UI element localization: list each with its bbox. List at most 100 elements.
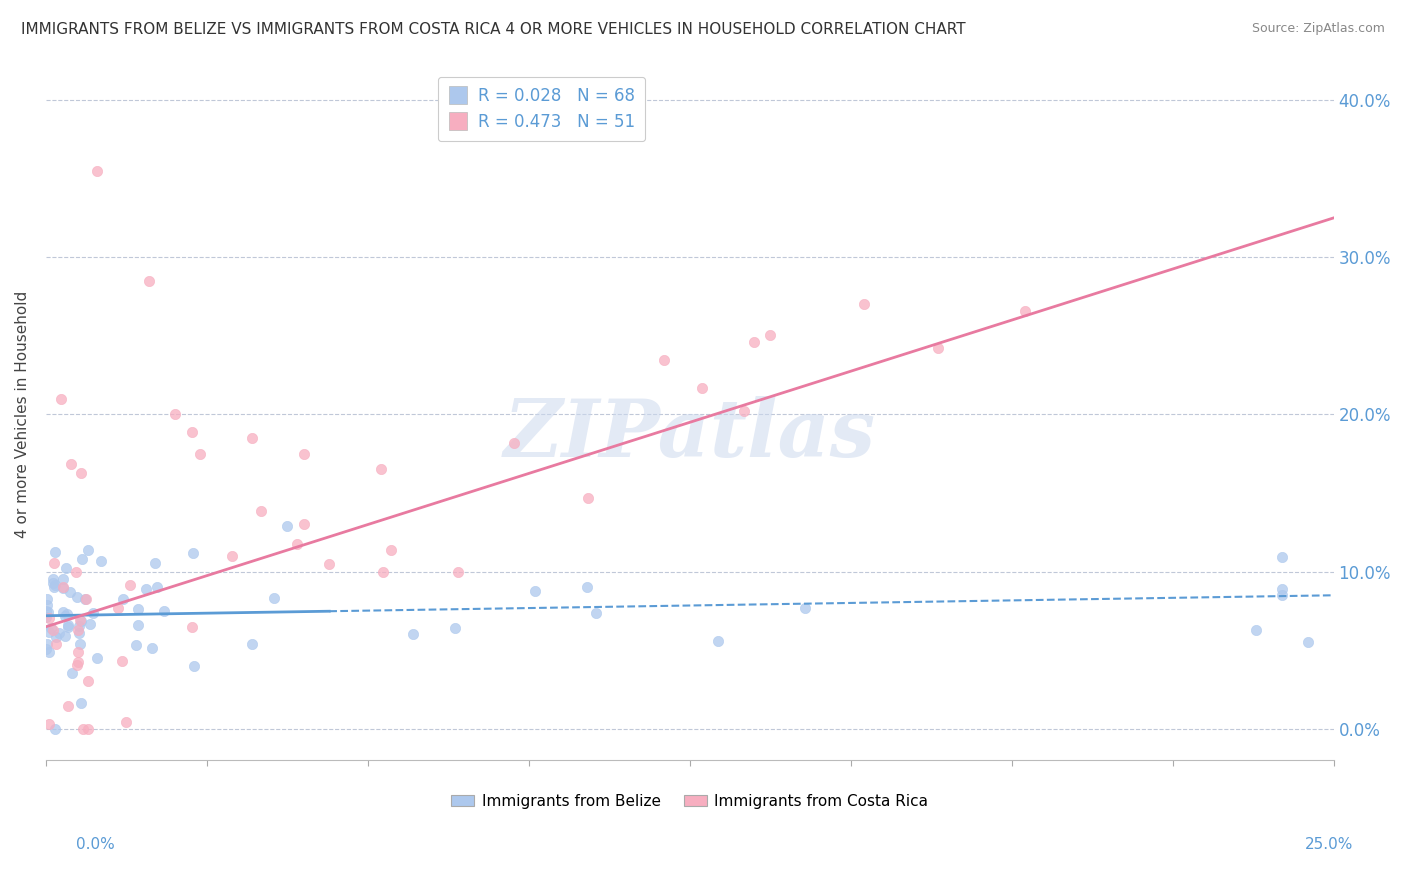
Point — [263, 591, 285, 606]
Point — [35, 642, 58, 657]
Point — [183, 546, 205, 560]
Point — [56, 618, 79, 632]
Point — [67, 626, 90, 640]
Point — [744, 334, 766, 349]
Point — [370, 462, 392, 476]
Point — [794, 600, 817, 615]
Point — [86, 651, 108, 665]
Point — [70, 696, 93, 710]
Point — [1271, 588, 1294, 602]
Point — [41, 575, 63, 590]
Point — [66, 591, 89, 605]
Point — [190, 447, 212, 461]
Point — [447, 565, 470, 579]
Point — [51, 392, 73, 406]
Point — [576, 580, 599, 594]
Point — [45, 637, 67, 651]
Point — [183, 658, 205, 673]
Point — [380, 543, 402, 558]
Point — [44, 580, 66, 594]
Point — [1296, 635, 1319, 649]
Point — [42, 623, 65, 637]
Point — [69, 614, 91, 628]
Point — [70, 552, 93, 566]
Point — [138, 274, 160, 288]
Point — [759, 328, 782, 343]
Point — [523, 584, 546, 599]
Point — [733, 404, 755, 418]
Point — [77, 673, 100, 688]
Point — [163, 408, 186, 422]
Point — [86, 163, 108, 178]
Point — [125, 638, 148, 652]
Point — [53, 609, 76, 624]
Point — [181, 620, 204, 634]
Point — [75, 591, 97, 606]
Point — [146, 580, 169, 594]
Point — [585, 606, 607, 620]
Point — [111, 592, 134, 607]
Point — [401, 627, 423, 641]
Point — [1014, 304, 1036, 318]
Point — [111, 654, 134, 668]
Point — [127, 618, 149, 632]
Point — [127, 602, 149, 616]
Point — [371, 565, 394, 579]
Point — [38, 625, 60, 640]
Point — [276, 519, 298, 533]
Point — [55, 561, 77, 575]
Point — [60, 665, 83, 680]
Point — [52, 581, 75, 595]
Point — [250, 504, 273, 518]
Point — [60, 458, 83, 472]
Point — [292, 447, 315, 461]
Point — [37, 599, 59, 613]
Point — [318, 557, 340, 571]
Point — [72, 722, 94, 736]
Point — [76, 543, 98, 558]
Point — [39, 621, 62, 635]
Point — [42, 556, 65, 570]
Point — [1271, 549, 1294, 564]
Legend: Immigrants from Belize, Immigrants from Costa Rica: Immigrants from Belize, Immigrants from … — [446, 788, 935, 815]
Point — [141, 640, 163, 655]
Point — [56, 619, 79, 633]
Text: Source: ZipAtlas.com: Source: ZipAtlas.com — [1251, 22, 1385, 36]
Point — [927, 341, 949, 355]
Point — [44, 722, 66, 736]
Point — [53, 629, 76, 643]
Point — [70, 466, 93, 480]
Point — [66, 645, 89, 659]
Point — [852, 296, 875, 310]
Point — [52, 606, 75, 620]
Point — [70, 614, 93, 628]
Point — [48, 626, 70, 640]
Point — [42, 572, 65, 586]
Point — [37, 636, 59, 650]
Point — [59, 585, 82, 599]
Point — [502, 436, 524, 450]
Point — [135, 582, 157, 597]
Point — [287, 537, 309, 551]
Point — [652, 352, 675, 367]
Point — [690, 381, 713, 395]
Point — [90, 554, 112, 568]
Point — [38, 610, 60, 624]
Point — [221, 549, 243, 563]
Point — [240, 637, 263, 651]
Point — [67, 655, 90, 669]
Point — [107, 601, 129, 615]
Point — [115, 714, 138, 729]
Point — [56, 607, 79, 622]
Point — [153, 604, 176, 618]
Point — [73, 591, 96, 606]
Point — [35, 591, 58, 606]
Point — [52, 580, 75, 594]
Point — [79, 616, 101, 631]
Point — [56, 699, 79, 714]
Point — [35, 604, 58, 618]
Point — [1271, 582, 1294, 596]
Point — [292, 516, 315, 531]
Point — [181, 425, 204, 439]
Point — [38, 716, 60, 731]
